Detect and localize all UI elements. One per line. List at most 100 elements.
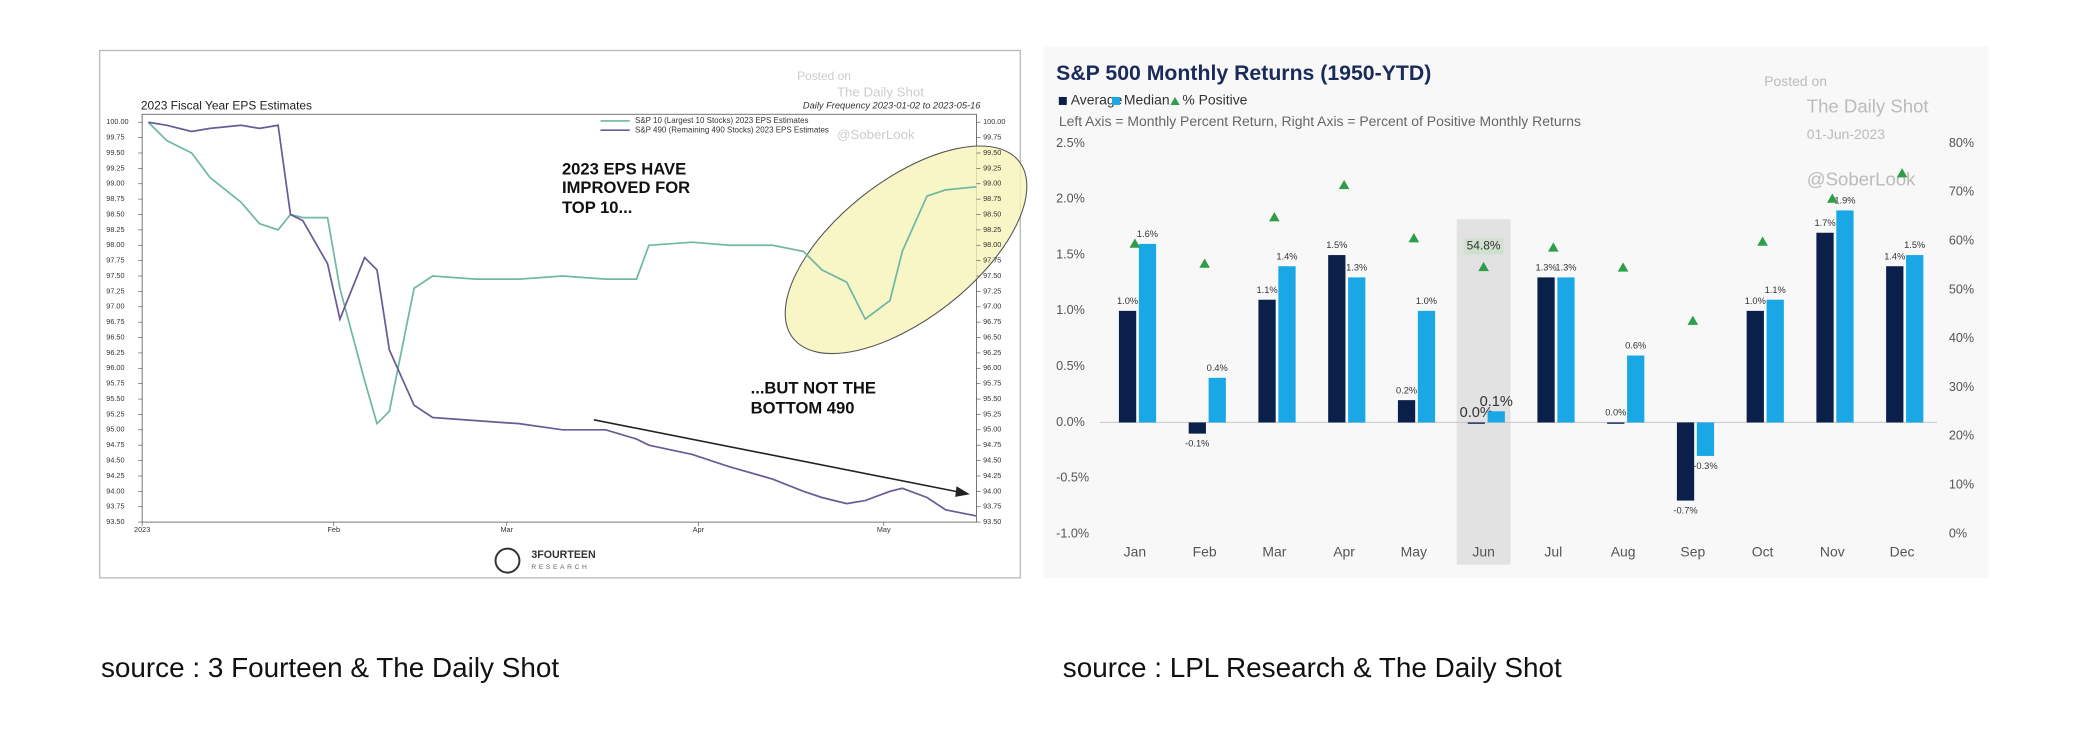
watermark: @SoberLook — [837, 127, 915, 142]
y2-tick-label: 93.50 — [983, 517, 1001, 526]
chart-subtitle: Left Axis = Monthly Percent Return, Righ… — [1059, 113, 1581, 129]
data-label: 0.1% — [1480, 394, 1513, 410]
arrow-head — [955, 486, 970, 497]
bar — [1328, 255, 1346, 423]
x-tick-label: Feb — [327, 525, 340, 534]
y-tick-label: 97.75 — [106, 256, 124, 265]
data-label: 1.5% — [1326, 240, 1347, 250]
watermark: The Daily Shot — [837, 85, 924, 100]
positive-marker — [1687, 315, 1699, 325]
y-tick-label: 97.25 — [106, 286, 124, 295]
series-line — [147, 121, 977, 426]
watermark: 01-Jun-2023 — [1807, 126, 1886, 142]
watermark: The Daily Shot — [1807, 96, 1930, 117]
y-tick-label: 98.00 — [106, 240, 124, 249]
bar — [1487, 411, 1505, 423]
y2-tick-label: 94.00 — [983, 486, 1001, 495]
y-tick-label: 0.0% — [1056, 415, 1085, 429]
arrow — [593, 419, 964, 494]
annotation: 2023 EPS HAVE — [562, 159, 686, 178]
legend-label: Average — [1071, 92, 1123, 108]
data-label: 1.3% — [1535, 263, 1556, 273]
data-label: 0.4% — [1207, 363, 1228, 373]
y2-tick-label: 94.25 — [983, 471, 1001, 480]
x-tick-label: Jun — [1472, 543, 1494, 559]
bar — [1906, 255, 1924, 423]
y2-tick-label: 98.25 — [983, 225, 1001, 234]
y2-tick-label: 97.25 — [983, 286, 1001, 295]
y-tick-label: 99.75 — [106, 133, 124, 142]
positive-marker — [1757, 236, 1768, 246]
x-tick-label: May — [1401, 543, 1427, 559]
x-tick-label: Oct — [1752, 543, 1774, 559]
legend-swatch — [1111, 96, 1120, 105]
chart-subtitle: Daily Frequency 2023-01-02 to 2023-05-16 — [803, 101, 981, 111]
positive-marker — [1269, 212, 1280, 222]
positive-marker — [1408, 233, 1420, 243]
data-label: 1.6% — [1137, 229, 1158, 239]
data-label: 54.8% — [1467, 239, 1501, 253]
data-label: 0.0% — [1605, 408, 1626, 418]
data-label: 1.7% — [1814, 218, 1835, 228]
x-tick-label: Jul — [1544, 543, 1562, 559]
y2-tick-label: 20% — [1949, 429, 1974, 443]
x-tick-label: Apr — [1333, 543, 1355, 559]
y2-tick-label: 60% — [1949, 233, 1974, 247]
y-tick-label: 99.25 — [106, 163, 124, 172]
x-tick-label: Apr — [693, 525, 705, 534]
bar — [1816, 232, 1834, 423]
bar — [1746, 310, 1764, 423]
canvas: Posted on The Daily Shot @SoberLook 2023… — [98, 46, 1989, 683]
bar — [1537, 277, 1555, 423]
positive-marker — [1896, 168, 1908, 178]
positive-marker — [1199, 258, 1210, 268]
logo-icon — [494, 547, 521, 574]
data-label: 1.5% — [1904, 240, 1925, 250]
data-label: 1.9% — [1834, 196, 1855, 206]
eps-chart: Posted on The Daily Shot @SoberLook 2023… — [98, 49, 1028, 579]
x-tick-label: Jan — [1124, 543, 1146, 559]
positive-marker — [1617, 262, 1629, 272]
data-label: 1.0% — [1745, 296, 1766, 306]
bar — [1467, 422, 1485, 424]
bar — [1696, 422, 1715, 456]
y2-tick-label: 95.25 — [983, 409, 1001, 418]
highlight-ellipse — [784, 145, 1028, 355]
y-tick-label: 2.5% — [1056, 136, 1085, 150]
caption: source : LPL Research & The Daily Shot — [1063, 652, 1562, 683]
y2-tick-label: 99.00 — [983, 179, 1001, 188]
watermark: Posted on — [1764, 73, 1827, 89]
x-tick-label: Feb — [1193, 543, 1217, 559]
annotation: BOTTOM 490 — [751, 399, 855, 418]
data-label: 1.3% — [1346, 263, 1367, 273]
bar — [1138, 243, 1157, 423]
x-tick-label: Sep — [1680, 543, 1705, 559]
annotations: 2023 EPS HAVE IMPROVED FOR TOP 10... ...… — [562, 159, 876, 417]
x-tick-label: Nov — [1820, 543, 1845, 559]
watermark: Posted on — [797, 69, 851, 83]
positive-marker — [1338, 179, 1350, 190]
y2-tick-label: 96.00 — [983, 363, 1001, 372]
y2-tick-label: 96.25 — [983, 348, 1001, 357]
data-label: -0.7% — [1673, 506, 1697, 516]
data-label: 1.1% — [1256, 285, 1277, 295]
y-tick-label: 93.75 — [106, 502, 124, 511]
y-tick-label: 93.50 — [106, 517, 124, 526]
y-tick-label: 98.25 — [106, 225, 124, 234]
y-tick-label: 94.75 — [106, 440, 124, 449]
data-label: 1.1% — [1765, 285, 1786, 295]
x-tick-label: Mar — [1262, 543, 1286, 559]
positive-marker — [1478, 261, 1489, 272]
plot-frame — [141, 113, 977, 523]
y2-tick-label: 40% — [1949, 331, 1974, 345]
legend-label: Median — [1124, 92, 1170, 108]
y2-tick-label: 99.75 — [983, 133, 1001, 142]
y2-tick-label: 95.75 — [983, 379, 1001, 388]
legend-label: S&P 10 (Largest 10 Stocks) 2023 EPS Esti… — [635, 116, 808, 125]
y-tick-label: 95.00 — [106, 425, 124, 434]
y2-tick-label: 0% — [1949, 526, 1967, 540]
chart-title: S&P 500 Monthly Returns (1950-YTD) — [1056, 61, 1431, 85]
data-label: 0.6% — [1625, 341, 1646, 351]
positive-marker — [1129, 238, 1141, 248]
y2-tick-label: 70% — [1949, 185, 1974, 199]
